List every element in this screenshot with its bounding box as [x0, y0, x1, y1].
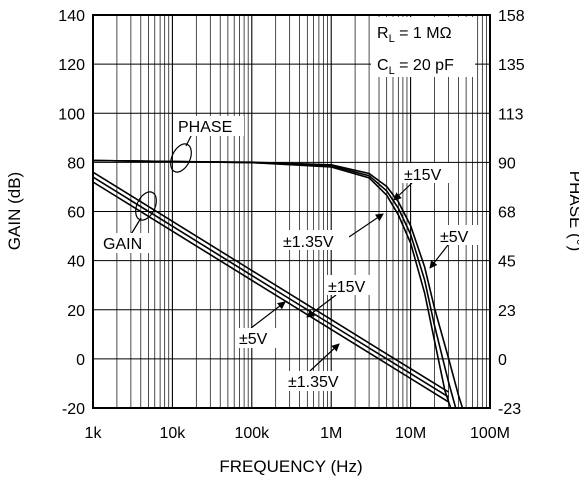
gain-tick-label: 20	[67, 303, 85, 320]
frequency-tick-label: 10M	[395, 425, 426, 442]
frequency-tick-label: 100k	[234, 425, 270, 442]
gain-1p35v-arrow	[309, 343, 340, 372]
conditions-box: RL = 1 MΩ CL = 20 pF	[371, 17, 475, 77]
gain-tick-label: 140	[58, 8, 85, 25]
gain-tick-label: 100	[58, 106, 85, 123]
gain-marker-ellipse	[135, 191, 157, 221]
curves	[92, 159, 464, 409]
phase-tick-label: 90	[498, 155, 516, 172]
gain-tick-label: 80	[67, 155, 85, 172]
phase-tick-label: -23	[498, 401, 521, 418]
gain-label: GAIN	[103, 236, 142, 253]
phase-tick-labels: 158 135 113 90 68 45 23 0 -23	[498, 8, 525, 418]
annotations	[129, 133, 449, 372]
y-axis-title: GAIN (dB)	[5, 172, 24, 250]
gain-tick-label: 0	[76, 352, 85, 369]
load-resistance-label: RL = 1 MΩ	[377, 25, 452, 45]
phase-5v-arrow	[429, 244, 449, 269]
phase-tick-label: 23	[498, 303, 516, 320]
gain-tick-label: 60	[67, 205, 85, 222]
gain-curve	[92, 181, 449, 403]
phase-tick-label: 158	[498, 8, 525, 25]
phase-1p35v-arrow	[348, 213, 384, 238]
y2-axis-title: PHASE (°)	[566, 171, 579, 251]
phase-tick-label: 0	[498, 352, 507, 369]
gain-curve	[92, 171, 449, 393]
gain-tick-label: -20	[62, 401, 85, 418]
gain-5v-label: ±5V	[239, 331, 268, 348]
gain-tick-labels: 140 120 100 80 60 40 20 0 -20	[58, 8, 85, 418]
frequency-tick-labels: 1k 10k 100k 1M 10M 100M	[85, 425, 510, 442]
phase-tick-label: 135	[498, 57, 525, 74]
frequency-tick-label: 1M	[320, 425, 342, 442]
phase-15v-arrow	[393, 182, 413, 201]
gain-5v-arrow	[250, 301, 286, 329]
gain-tick-label: 120	[58, 57, 85, 74]
load-capacitance-label: CL = 20 pF	[377, 57, 454, 77]
phase-tick-label: 68	[498, 205, 516, 222]
plot-frame	[92, 14, 491, 409]
phase-label: PHASE	[178, 119, 232, 136]
gain-15v-label: ±15V	[328, 279, 366, 296]
gain-15v-arrow	[306, 294, 337, 318]
frequency-tick-label: 10k	[160, 425, 187, 442]
phase-tick-label: 113	[498, 106, 524, 123]
gain-curve	[92, 176, 449, 398]
phase-15v-label: ±15V	[404, 167, 442, 184]
x-axis-title: FREQUENCY (Hz)	[219, 457, 362, 476]
phase-curve	[92, 159, 464, 409]
phase-1p35v-label: ±1.35V	[283, 234, 334, 251]
frequency-tick-label: 1k	[85, 425, 103, 442]
frequency-tick-label: 100M	[470, 425, 510, 442]
phase-marker-ellipse	[170, 143, 192, 173]
gain-tick-label: 40	[67, 254, 85, 271]
gain-1p35v-label: ±1.35V	[288, 374, 339, 391]
phase-tick-label: 45	[498, 254, 516, 271]
phase-5v-label: ±5V	[440, 229, 469, 246]
